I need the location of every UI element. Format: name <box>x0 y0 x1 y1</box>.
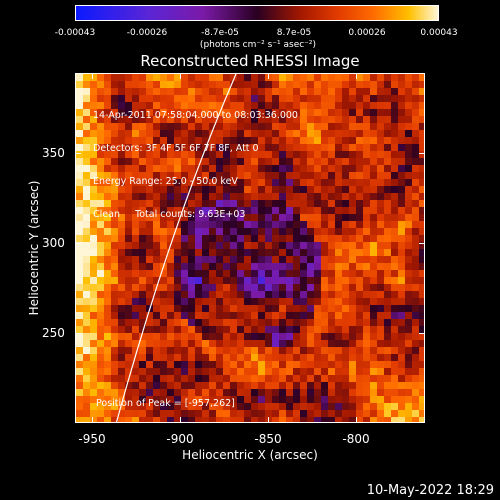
x-tick-mark <box>356 73 357 79</box>
x-axis-label: Heliocentric X (arcsec) <box>182 448 318 462</box>
solar-limb-arc <box>115 74 237 422</box>
x-tick-label: -850 <box>254 432 282 446</box>
plot-title: Reconstructed RHESSI Image <box>140 52 360 70</box>
annotation-line: 14-Apr-2011 07:58:04.000 to 08:03:36.000 <box>93 110 298 121</box>
x-tick-mark <box>268 73 269 79</box>
x-tick-label: -950 <box>78 432 106 446</box>
x-tick-label: -800 <box>342 432 370 446</box>
y-tick-mark <box>75 333 81 334</box>
x-tick-label: -900 <box>166 432 194 446</box>
annotation-line: Energy Range: 25.0 - 50.0 keV <box>93 176 238 187</box>
y-axis-label: Heliocentric Y (arcsec) <box>27 180 41 316</box>
peak-position-label: Position of Peak = [-957,262] <box>96 398 235 409</box>
y-tick-mark <box>419 153 425 154</box>
x-tick-mark <box>268 417 269 423</box>
colorbar-tick: 0.00026 <box>348 28 386 38</box>
timestamp: 10-May-2022 18:29 <box>366 483 494 498</box>
flux-map <box>76 74 424 422</box>
y-tick-label: 300 <box>42 236 65 250</box>
y-tick-label: 250 <box>42 326 65 340</box>
colorbar-tick: 8.7e-05 <box>276 28 312 38</box>
x-tick-mark <box>356 417 357 423</box>
y-tick-mark <box>419 243 425 244</box>
colorbar-units: (photons cm⁻² s⁻¹ asec⁻²) <box>199 40 317 50</box>
colorbar-tick: -0.00043 <box>54 28 96 38</box>
x-tick-mark <box>92 73 93 79</box>
colorbar <box>75 5 439 21</box>
colorbar-tick: -0.00026 <box>126 28 168 38</box>
x-tick-mark <box>92 417 93 423</box>
x-tick-mark <box>180 73 181 79</box>
annotation-line: Clean Total counts: 9.63E+03 <box>93 209 246 220</box>
y-tick-mark <box>419 333 425 334</box>
colorbar-tick: 0.00043 <box>420 28 458 38</box>
colorbar-tick: -8.7e-05 <box>201 28 239 38</box>
y-tick-mark <box>75 243 81 244</box>
x-tick-mark <box>180 417 181 423</box>
y-tick-mark <box>75 153 81 154</box>
annotation-line: Detectors: 3F 4F 5F 6F 7F 8F, Att 0 <box>93 143 259 154</box>
rhessi-image: 14-Apr-2011 07:58:04.000 to 08:03:36.000… <box>75 73 425 423</box>
y-tick-label: 350 <box>42 146 65 160</box>
